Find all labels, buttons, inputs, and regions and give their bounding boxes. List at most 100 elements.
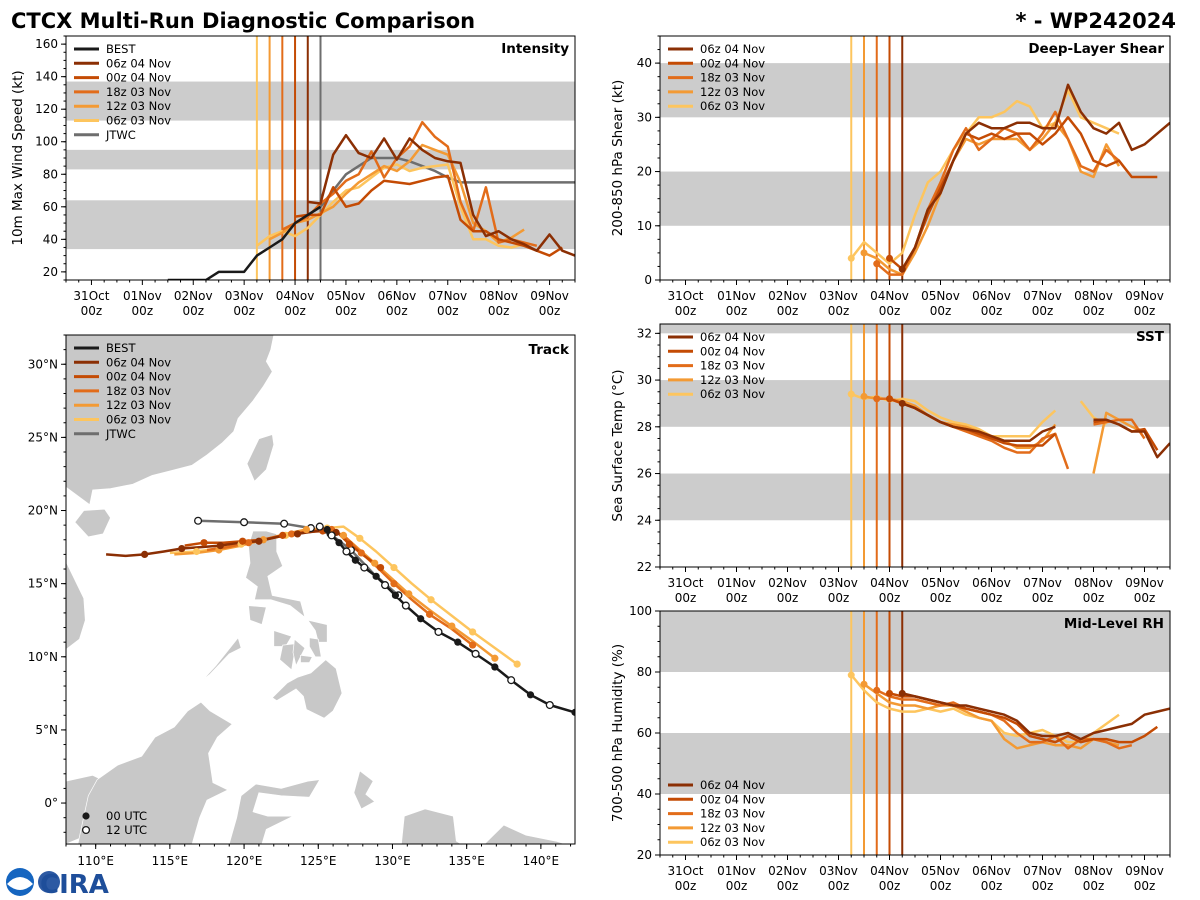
rh-legend-label: 00z 04 Nov bbox=[700, 792, 765, 806]
rh-ytick-label: 60 bbox=[637, 726, 652, 740]
noaa-logo-wave bbox=[7, 877, 33, 890]
land-mindanao bbox=[271, 659, 343, 719]
shear-xtick-label: 02Nov bbox=[768, 289, 807, 303]
intensity-xtick-label: 03Nov bbox=[225, 289, 264, 303]
rh-xtick-label: 04Nov bbox=[870, 864, 909, 878]
track-point-00utc bbox=[454, 638, 462, 646]
shear-series-06z-04-Nov bbox=[901, 83, 1170, 270]
track-point-00utc bbox=[427, 596, 435, 604]
track-point-12utc bbox=[315, 522, 324, 531]
track-xtick-label: 125°E bbox=[300, 854, 337, 868]
track-point-12utc bbox=[471, 649, 480, 658]
sst-init-point-12z-03-Nov bbox=[860, 392, 868, 400]
track-point-00utc bbox=[405, 590, 413, 598]
land-new-guinea bbox=[401, 808, 575, 844]
shear-band-1 bbox=[660, 63, 1170, 118]
cira-logo-text: CIRA bbox=[40, 870, 109, 900]
track-xtick-label: 115°E bbox=[152, 854, 189, 868]
intensity-panel: 2040608010012014016031Oct00z01Nov00z02No… bbox=[10, 35, 576, 318]
rh-xtick-label: 08Nov bbox=[1074, 864, 1113, 878]
rh-init-point-06z-03-Nov bbox=[847, 671, 855, 679]
sst-ytick-label: 22 bbox=[637, 560, 652, 574]
track-point-00utc bbox=[200, 539, 208, 547]
track-point-00utc bbox=[390, 563, 398, 572]
shear-xtick-label: 05Nov bbox=[921, 289, 960, 303]
shear-xtick-label: 07Nov bbox=[1023, 289, 1062, 303]
shear-init-point-06z-03-Nov bbox=[847, 254, 855, 262]
track-point-00utc bbox=[371, 559, 379, 567]
intensity-xtick-label: 00z bbox=[284, 304, 306, 318]
rh-xtick-label: 00z bbox=[879, 879, 901, 893]
sst-band-1 bbox=[660, 380, 1170, 427]
rh-xtick-label: 09Nov bbox=[1125, 864, 1164, 878]
sst-xtick-label: 00z bbox=[828, 591, 850, 605]
track-point-00utc bbox=[178, 544, 186, 553]
track-ytick-label: 10°N bbox=[28, 650, 58, 664]
sst-init-point-06z-03-Nov bbox=[847, 390, 855, 398]
intensity-xtick-label: 08Nov bbox=[479, 289, 518, 303]
track-point-00utc bbox=[216, 542, 224, 550]
track-legend-label: 18z 03 Nov bbox=[106, 384, 171, 398]
track-point-00utc bbox=[244, 539, 253, 547]
track-ytick-label: 15°N bbox=[28, 577, 58, 591]
shear-ylabel: 200-850 hPa Shear (kt) bbox=[610, 80, 626, 237]
shear-init-point-18z-03-Nov bbox=[873, 260, 881, 268]
intensity-ytick-label: 120 bbox=[35, 102, 58, 116]
cira-logo: CIRA bbox=[6, 868, 109, 900]
track-point-12utc bbox=[381, 581, 390, 590]
land-hainan bbox=[74, 508, 111, 538]
track-legend-label: JTWC bbox=[105, 427, 136, 441]
shear-ytick-label: 10 bbox=[637, 219, 652, 233]
track-point-00utc bbox=[491, 663, 499, 671]
rh-legend-label: 12z 03 Nov bbox=[700, 821, 765, 835]
track-ytick-label: 20°N bbox=[28, 504, 58, 518]
sst-xtick-label: 00z bbox=[879, 591, 901, 605]
track-point-00utc bbox=[469, 628, 477, 636]
intensity-series-00z-04-Nov bbox=[294, 174, 563, 257]
shear-xtick-label: 03Nov bbox=[819, 289, 858, 303]
intensity-xtick-label: 06Nov bbox=[377, 289, 416, 303]
intensity-xtick-label: 00z bbox=[335, 304, 357, 318]
rh-series-06z-04-Nov bbox=[902, 692, 1170, 741]
intensity-plot-area bbox=[66, 36, 575, 280]
rh-init-point-12z-03-Nov bbox=[860, 680, 868, 688]
track-point-00utc bbox=[513, 660, 521, 668]
track-point-00utc bbox=[141, 550, 149, 558]
track-point-00utc bbox=[287, 530, 296, 538]
shear-legend-label: 18z 03 Nov bbox=[700, 71, 765, 85]
sst-ytick-label: 26 bbox=[637, 467, 652, 481]
land-palawan bbox=[202, 637, 242, 681]
shear-xtick-label: 06Nov bbox=[972, 289, 1011, 303]
sst-legend-label: 06z 04 Nov bbox=[700, 330, 765, 344]
sst-xtick-label: 00z bbox=[1134, 591, 1156, 605]
track-title: Track bbox=[529, 342, 570, 358]
land-sulawesi bbox=[228, 779, 321, 844]
sst-xtick-label: 04Nov bbox=[870, 576, 909, 590]
intensity-series-BEST bbox=[167, 205, 322, 280]
shear-legend-label: 06z 03 Nov bbox=[700, 99, 765, 113]
sst-panel: 22242628303231Oct00z01Nov00z02Nov00z03No… bbox=[610, 323, 1171, 605]
track-legend-label: 12z 03 Nov bbox=[106, 398, 171, 412]
track-point-00utc bbox=[469, 641, 477, 649]
sst-xtick-label: 06Nov bbox=[972, 576, 1011, 590]
track-point-12utc bbox=[342, 547, 351, 556]
intensity-ylabel: 10m Max Wind Speed (kt) bbox=[10, 70, 26, 245]
rh-series-06z-03-Nov bbox=[850, 674, 1120, 744]
track-point-00utc bbox=[417, 615, 425, 623]
intensity-ytick-label: 60 bbox=[43, 200, 58, 214]
shear-xtick-label: 00z bbox=[879, 304, 901, 318]
shear-init-point-00z-04-Nov bbox=[886, 254, 893, 262]
shear-xtick-label: 04Nov bbox=[870, 289, 909, 303]
track-ytick-label: 25°N bbox=[28, 430, 58, 444]
track-point-00utc bbox=[571, 708, 575, 716]
track-point-12utc bbox=[401, 601, 410, 610]
track-point-12utc bbox=[194, 516, 203, 525]
track-xtick-label: 120°E bbox=[226, 854, 263, 868]
rh-series-12z-03-Nov bbox=[863, 683, 1120, 750]
intensity-xtick-label: 01Nov bbox=[123, 289, 162, 303]
track-xtick-label: 135°E bbox=[448, 854, 485, 868]
track-point-00utc bbox=[323, 525, 331, 534]
intensity-legend-label: 00z 04 Nov bbox=[106, 71, 171, 85]
shear-ytick-label: 40 bbox=[637, 56, 652, 70]
intensity-xtick-label: 00z bbox=[182, 304, 204, 318]
